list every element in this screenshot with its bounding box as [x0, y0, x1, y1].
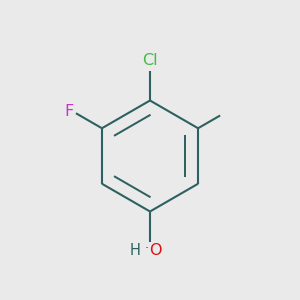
Text: F: F: [64, 104, 74, 119]
Text: O: O: [149, 243, 162, 258]
Text: H: H: [130, 243, 140, 258]
Text: ·: ·: [145, 242, 149, 255]
Text: Cl: Cl: [142, 53, 158, 68]
